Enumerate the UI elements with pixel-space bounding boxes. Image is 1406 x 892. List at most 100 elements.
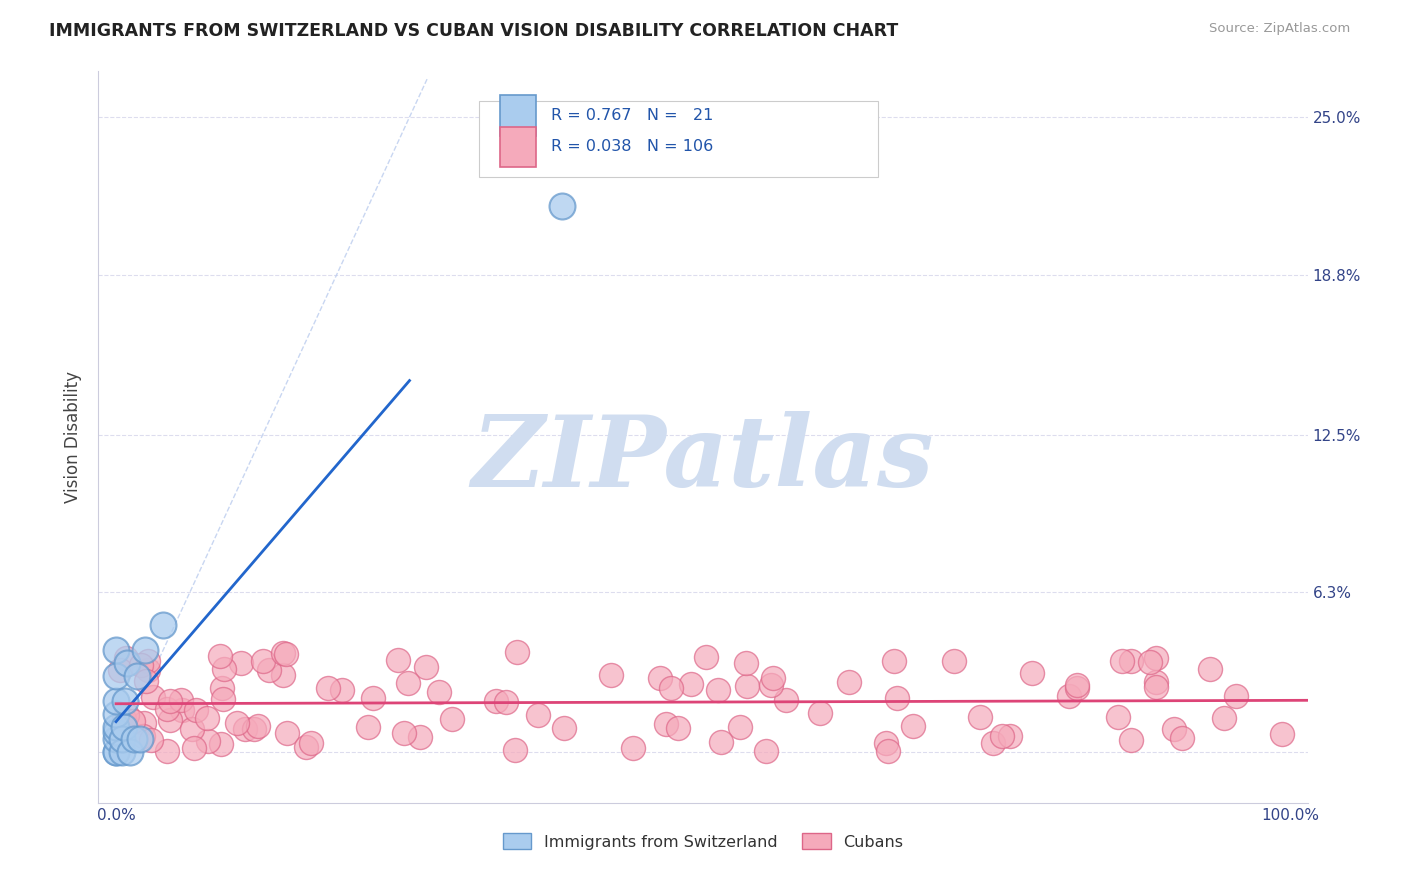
Point <box>621 740 644 755</box>
Point <box>1144 674 1167 689</box>
Point <box>409 731 432 745</box>
Point <box>759 678 782 692</box>
Point <box>295 739 318 754</box>
Point <box>396 676 419 690</box>
Point <box>183 741 205 756</box>
Point <box>156 744 179 758</box>
Point <box>1212 710 1234 724</box>
Point <box>299 736 322 750</box>
Point <box>735 680 758 694</box>
Point <box>440 713 463 727</box>
Point <box>243 723 266 737</box>
Point <box>105 720 128 734</box>
Point <box>427 685 450 699</box>
Point <box>229 657 252 671</box>
Point <box>122 714 145 729</box>
Point <box>710 734 733 748</box>
Point <box>209 649 232 664</box>
Point <box>169 693 191 707</box>
Point <box>105 745 128 759</box>
Point <box>775 693 797 707</box>
Point <box>503 743 526 757</box>
Point <box>1057 689 1080 703</box>
Point <box>998 729 1021 743</box>
Point <box>1021 665 1043 680</box>
Y-axis label: Vision Disability: Vision Disability <box>65 371 83 503</box>
Point <box>599 667 621 681</box>
Point <box>551 199 574 213</box>
Point <box>141 732 163 747</box>
Point <box>883 654 905 668</box>
FancyBboxPatch shape <box>501 127 536 167</box>
Point <box>186 703 208 717</box>
Point <box>136 654 159 668</box>
Point <box>108 664 131 678</box>
Point <box>105 643 128 657</box>
Point <box>506 645 529 659</box>
Text: ZIPatlas: ZIPatlas <box>472 411 934 508</box>
Point <box>115 656 138 670</box>
Point <box>730 721 752 735</box>
Point <box>942 654 965 668</box>
Point <box>115 650 138 665</box>
Point <box>257 663 280 677</box>
Point <box>271 646 294 660</box>
Point <box>969 709 991 723</box>
Point <box>553 721 575 735</box>
Point <box>648 671 671 685</box>
Text: R = 0.038   N = 106: R = 0.038 N = 106 <box>551 139 713 154</box>
Point <box>212 692 235 706</box>
Point <box>1144 680 1167 694</box>
Point <box>415 660 437 674</box>
Point <box>392 726 415 740</box>
Point <box>1066 677 1088 691</box>
Point <box>233 722 256 736</box>
Point <box>112 712 135 726</box>
Point <box>679 677 702 691</box>
Point <box>276 726 298 740</box>
Point <box>981 736 1004 750</box>
Point <box>1198 662 1220 676</box>
Point <box>128 732 150 747</box>
Point <box>159 694 181 708</box>
FancyBboxPatch shape <box>479 101 879 178</box>
Point <box>1139 655 1161 669</box>
Point <box>212 662 235 676</box>
Point <box>1271 727 1294 741</box>
Point <box>695 649 717 664</box>
Point <box>1107 710 1129 724</box>
Point <box>105 706 128 721</box>
Point <box>707 683 730 698</box>
Point <box>357 720 380 734</box>
Point <box>655 716 678 731</box>
Point <box>132 729 155 743</box>
Point <box>132 715 155 730</box>
Point <box>330 683 353 698</box>
Point <box>112 720 135 734</box>
Point <box>903 719 925 733</box>
Point <box>197 734 219 748</box>
Point <box>886 691 908 706</box>
Point <box>526 707 548 722</box>
Point <box>990 729 1012 743</box>
Point <box>120 745 142 759</box>
Point <box>838 674 860 689</box>
Point <box>142 690 165 705</box>
Point <box>195 711 218 725</box>
Point <box>105 669 128 683</box>
Point <box>159 713 181 727</box>
Point <box>136 663 159 677</box>
Point <box>111 745 134 759</box>
Point <box>876 744 898 758</box>
Point <box>114 694 136 708</box>
Point <box>659 681 682 695</box>
Point <box>181 722 204 736</box>
FancyBboxPatch shape <box>501 95 536 136</box>
Point <box>117 708 139 723</box>
Point <box>225 716 247 731</box>
Point <box>105 732 128 747</box>
Point <box>156 701 179 715</box>
Text: IMMIGRANTS FROM SWITZERLAND VS CUBAN VISION DISABILITY CORRELATION CHART: IMMIGRANTS FROM SWITZERLAND VS CUBAN VIS… <box>49 22 898 40</box>
Point <box>134 643 156 657</box>
Point <box>105 745 128 759</box>
